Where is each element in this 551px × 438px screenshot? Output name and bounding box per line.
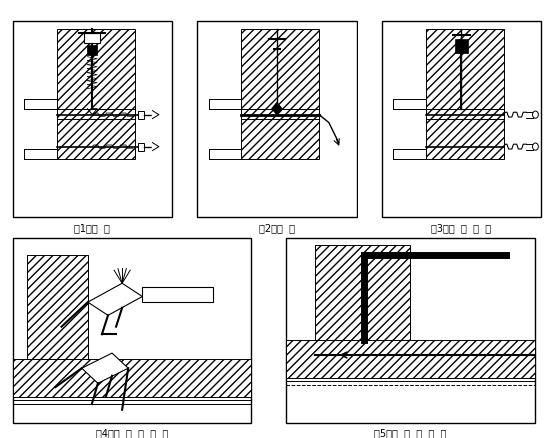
- Bar: [24, 99, 57, 110]
- Bar: [27, 255, 88, 359]
- Bar: [241, 30, 319, 110]
- Bar: [286, 340, 535, 378]
- Polygon shape: [88, 284, 142, 316]
- Bar: [209, 149, 241, 159]
- Text: （1）成  孔: （1）成 孔: [74, 223, 110, 233]
- Bar: [393, 149, 426, 159]
- Bar: [88, 46, 97, 56]
- Text: （5）插  入  连  接  件: （5）插 入 连 接 件: [374, 427, 447, 437]
- Bar: [84, 34, 100, 44]
- Text: （2）清  孔: （2）清 孔: [259, 223, 295, 233]
- Bar: [241, 110, 319, 159]
- Bar: [57, 30, 134, 110]
- Bar: [13, 359, 251, 397]
- Bar: [393, 99, 426, 110]
- Polygon shape: [82, 353, 128, 383]
- Polygon shape: [272, 103, 282, 115]
- Bar: [315, 246, 410, 340]
- Bar: [426, 110, 504, 159]
- Polygon shape: [153, 111, 159, 119]
- Bar: [426, 30, 504, 110]
- Text: （3）丙  酮  清  洗: （3）丙 酮 清 洗: [431, 223, 491, 233]
- Bar: [455, 39, 468, 53]
- Circle shape: [532, 112, 538, 119]
- Bar: [57, 110, 134, 159]
- Polygon shape: [153, 143, 159, 151]
- Bar: [138, 143, 144, 151]
- Text: （4）注  入  胶  粘  剂: （4）注 入 胶 粘 剂: [96, 427, 169, 437]
- Bar: [138, 111, 144, 119]
- Bar: [24, 149, 57, 159]
- Bar: [142, 287, 213, 302]
- Bar: [209, 99, 241, 110]
- Circle shape: [532, 144, 538, 151]
